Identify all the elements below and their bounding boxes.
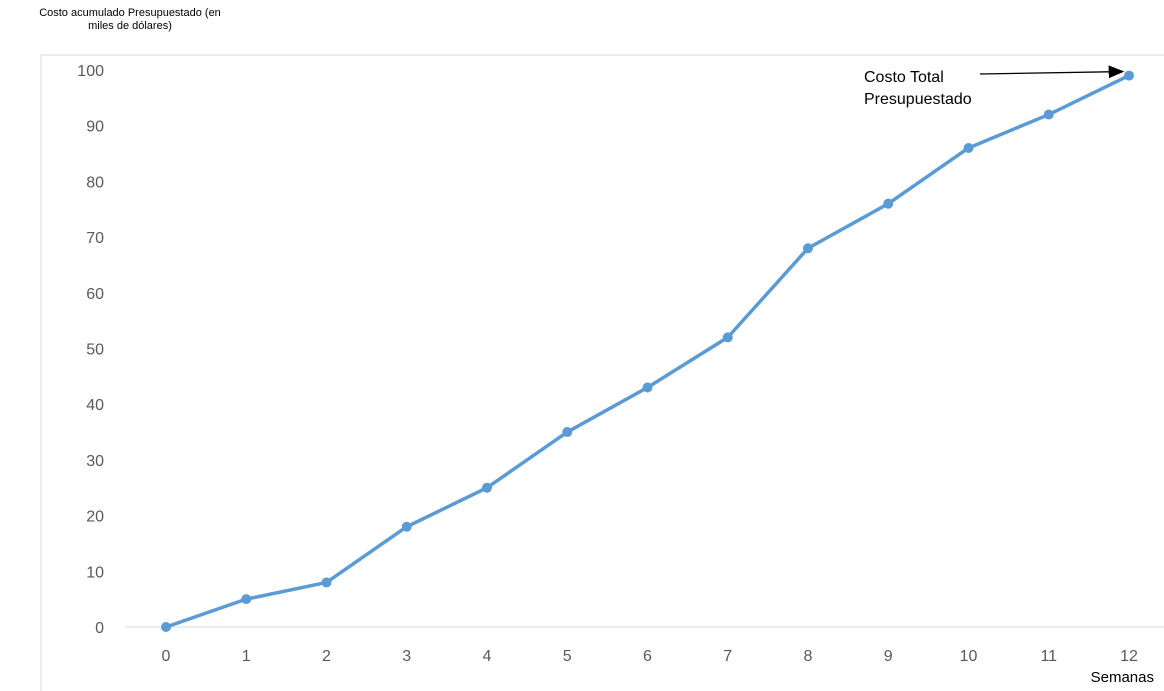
x-tick-label: 10 [960, 648, 978, 665]
data-point [562, 427, 573, 438]
data-point [883, 198, 894, 209]
x-tick-label: 4 [483, 648, 492, 665]
x-tick-label: 6 [643, 648, 652, 665]
y-tick-label: 50 [86, 342, 104, 359]
data-point [1043, 109, 1054, 120]
annotation-arrow [979, 65, 1125, 79]
y-tick-label: 40 [86, 397, 104, 414]
y-tick-label: 80 [86, 174, 104, 191]
x-tick-label: 12 [1120, 648, 1138, 665]
data-point [321, 577, 332, 588]
annotation-line-1: Costo Total [864, 69, 944, 86]
data-point [803, 243, 813, 254]
data-point [401, 521, 412, 532]
x-tick-label: 1 [242, 648, 251, 665]
data-point [722, 332, 733, 343]
x-axis-title: Semanas [1091, 669, 1154, 686]
x-tick-label: 7 [723, 648, 732, 665]
annotation-line-2: Presupuestado [864, 91, 972, 108]
y-tick-label: 60 [86, 286, 104, 303]
y-tick-label: 90 [86, 119, 104, 136]
data-point [161, 622, 171, 632]
y-tick-label: 20 [86, 509, 104, 526]
data-point [241, 594, 252, 605]
y-tick-label: 10 [86, 564, 104, 581]
y-tick-label: 30 [86, 453, 104, 470]
x-tick-label: 0 [162, 648, 171, 665]
x-tick-label: 5 [563, 648, 572, 665]
y-axis-title-line-2: miles de dólares) [88, 20, 172, 32]
x-tick-label: 3 [402, 648, 411, 665]
data-point [963, 142, 974, 153]
series-line [165, 73, 1130, 629]
y-tick-label: 0 [95, 620, 104, 637]
y-tick-label: 70 [86, 230, 104, 247]
series-cost [161, 70, 1134, 632]
y-axis-title-line-1: Costo acumulado Presupuestado (en [39, 7, 221, 19]
data-point [642, 382, 653, 393]
x-tick-label: 2 [322, 648, 331, 665]
y-tick-label: 100 [77, 63, 104, 80]
x-tick-labels: 0 1 2 3 4 5 6 7 8 9 10 11 12 [162, 648, 1138, 665]
data-point [1124, 70, 1134, 81]
x-tick-label: 9 [884, 648, 893, 665]
y-tick-labels: 0 10 20 30 40 50 60 70 80 90 100 [77, 63, 104, 637]
data-point [482, 482, 492, 493]
x-tick-label: 11 [1040, 648, 1057, 665]
x-tick-label: 8 [804, 648, 813, 665]
